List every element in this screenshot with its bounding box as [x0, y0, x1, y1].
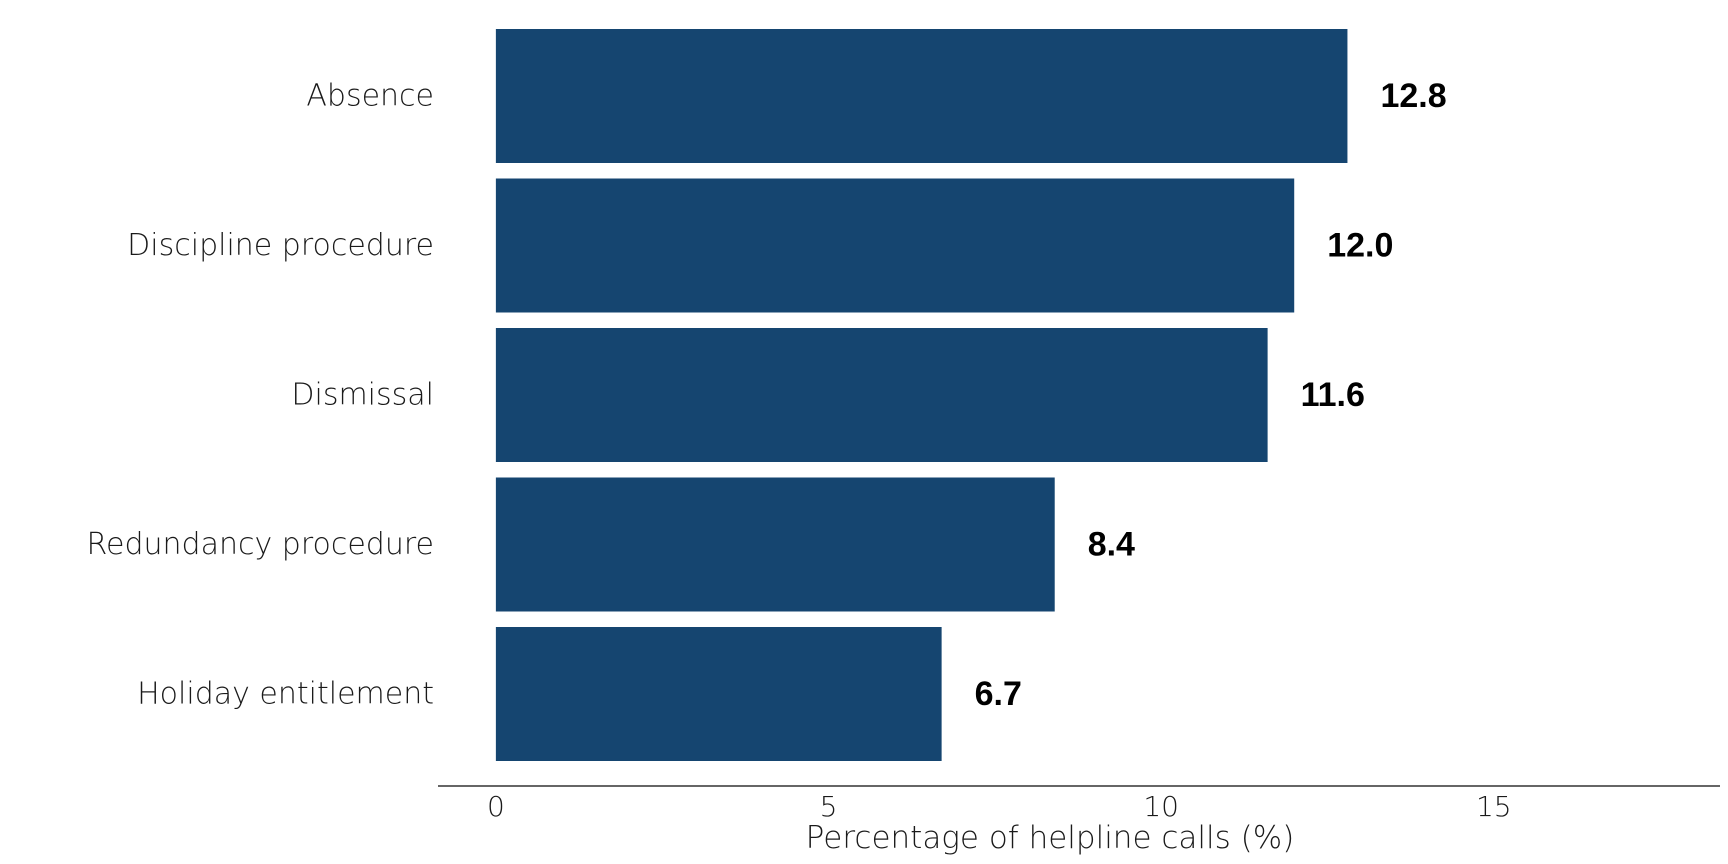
category-label-holiday-entitlement: Holiday entitlement	[137, 677, 434, 712]
category-label-discipline-procedure: Discipline procedure	[127, 228, 434, 263]
x-tick-label-5: 5	[820, 790, 838, 823]
value-label-discipline-procedure: 12.0	[1327, 227, 1393, 265]
value-labels: 12.8 12.0 11.6 8.4 6.7	[975, 77, 1447, 713]
bar-redundancy-procedure	[495, 477, 1055, 612]
value-label-absence: 12.8	[1380, 77, 1446, 115]
x-axis-title: Percentage of helpline calls (%)	[806, 820, 1295, 856]
x-tick-label-0: 0	[487, 790, 505, 823]
value-label-holiday-entitlement: 6.7	[975, 675, 1022, 713]
x-tick-labels: 0 5 10 15	[487, 790, 1512, 823]
bar-discipline-procedure	[495, 178, 1295, 313]
category-label-dismissal: Dismissal	[291, 378, 434, 413]
category-label-absence: Absence	[306, 79, 434, 114]
x-tick-label-10: 10	[1143, 790, 1179, 823]
bars-layer	[495, 29, 1348, 761]
category-labels: Absence Discipline procedure Dismissal Redu…	[87, 79, 434, 712]
category-label-redundancy-procedure: Redundancy procedure	[87, 527, 434, 562]
bar-absence	[495, 29, 1348, 163]
value-label-dismissal: 11.6	[1301, 376, 1365, 414]
x-tick-label-15: 15	[1476, 790, 1512, 823]
value-label-redundancy-procedure: 8.4	[1088, 526, 1135, 564]
bar-holiday-entitlement	[495, 627, 942, 761]
bar-dismissal	[495, 328, 1268, 462]
